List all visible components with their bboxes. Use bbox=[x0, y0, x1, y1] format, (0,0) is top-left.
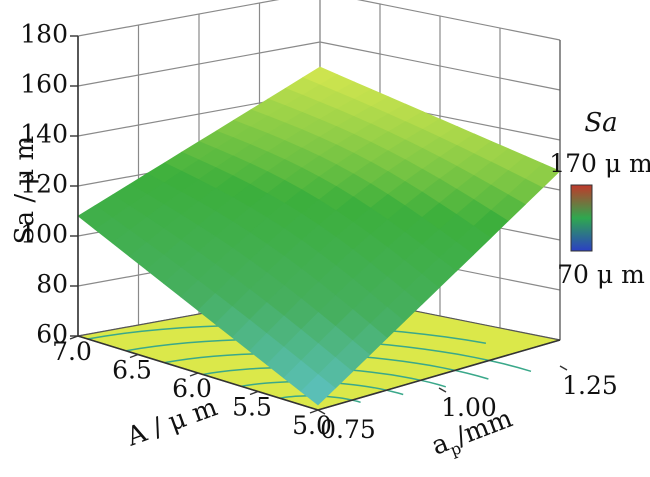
colorbar-min-label: 70 μ m bbox=[557, 260, 645, 289]
z-tick-label: 160 bbox=[20, 70, 68, 99]
y-tick-mark bbox=[438, 387, 447, 393]
y-tick-label: 1.25 bbox=[562, 371, 618, 400]
x-tick-mark bbox=[249, 390, 259, 396]
z-tick-label: 100 bbox=[20, 220, 68, 249]
y-axis-line bbox=[317, 339, 561, 411]
y-tick-label: 0.75 bbox=[320, 415, 376, 444]
y-tick-label: 1.00 bbox=[441, 393, 497, 422]
x-tick-label: 5.5 bbox=[232, 393, 272, 422]
y-tick-mark bbox=[559, 365, 568, 371]
colorbar-gradient bbox=[570, 184, 593, 252]
x-tick-mark bbox=[69, 335, 79, 340]
z-tick-label: 120 bbox=[20, 170, 68, 199]
z-tick-label: 180 bbox=[20, 20, 68, 49]
x-tick-mark bbox=[129, 353, 139, 359]
z-tick-label: 140 bbox=[20, 120, 68, 149]
x-tick-label: 7.0 bbox=[52, 337, 92, 366]
z-tick-label: 80 bbox=[36, 270, 68, 299]
z-tick-label: 60 bbox=[36, 320, 68, 349]
surface-patch bbox=[300, 374, 336, 406]
x-tick-mark bbox=[189, 372, 199, 377]
colorbar-max-label: 170 μ m bbox=[549, 149, 650, 178]
z-axis-label: Sa / μ m bbox=[10, 136, 40, 244]
y-tick-mark bbox=[317, 409, 326, 415]
colorbar-title: Sa bbox=[584, 108, 617, 138]
x-tick-label: 6.5 bbox=[112, 356, 152, 385]
x-tick-mark bbox=[309, 409, 319, 414]
x-tick-label: 6.0 bbox=[172, 374, 212, 403]
x-tick-label: 5.0 bbox=[292, 411, 332, 440]
